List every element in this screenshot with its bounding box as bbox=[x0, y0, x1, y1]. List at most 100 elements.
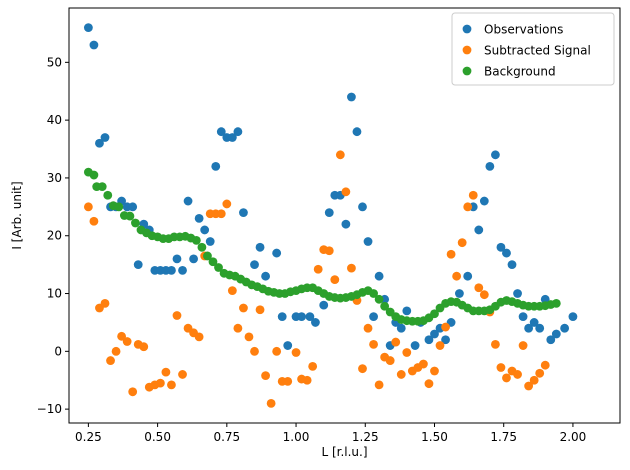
point-observations-23 bbox=[211, 161, 221, 171]
point-background-85 bbox=[551, 298, 561, 308]
point-observations-29 bbox=[250, 260, 259, 270]
x-axis-label: L [r.l.u.] bbox=[321, 445, 367, 459]
point-subtracted-signal-74 bbox=[496, 363, 506, 372]
y-tick-label: −10 bbox=[37, 402, 62, 416]
point-subtracted-signal-28 bbox=[239, 303, 248, 313]
point-subtracted-signal-41 bbox=[313, 264, 323, 274]
point-observations-73 bbox=[518, 312, 528, 322]
point-observations-72 bbox=[513, 289, 522, 298]
point-subtracted-signal-71 bbox=[479, 290, 489, 300]
point-subtracted-signal-49 bbox=[358, 364, 367, 374]
legend-label-subtracted-signal: Subtracted Signal bbox=[484, 44, 591, 58]
point-subtracted-signal-3 bbox=[100, 298, 110, 308]
point-background-24 bbox=[214, 263, 223, 272]
legend-marker-background bbox=[462, 66, 472, 76]
point-observations-77 bbox=[540, 294, 550, 304]
point-background-54 bbox=[380, 301, 390, 311]
point-subtracted-signal-39 bbox=[302, 375, 312, 385]
point-subtracted-signal-0 bbox=[83, 202, 93, 212]
point-observations-31 bbox=[261, 271, 270, 281]
point-background-53 bbox=[374, 294, 384, 304]
point-subtracted-signal-70 bbox=[474, 283, 484, 293]
point-observations-81 bbox=[568, 312, 578, 322]
point-subtracted-signal-66 bbox=[452, 271, 462, 281]
axes-frame bbox=[68, 7, 621, 424]
point-observations-48 bbox=[369, 312, 378, 322]
point-subtracted-signal-69 bbox=[468, 190, 478, 200]
point-subtracted-signal-6 bbox=[117, 331, 127, 341]
point-observations-76 bbox=[535, 323, 545, 333]
point-subtracted-signal-36 bbox=[283, 376, 293, 386]
point-subtracted-signal-37 bbox=[291, 348, 301, 357]
point-observations-47 bbox=[363, 237, 373, 246]
y-tick-label: 0 bbox=[54, 344, 62, 358]
point-subtracted-signal-67 bbox=[457, 238, 467, 248]
point-background-21 bbox=[197, 242, 207, 252]
point-observations-34 bbox=[283, 341, 293, 350]
point-subtracted-signal-17 bbox=[178, 370, 187, 379]
point-observations-58 bbox=[430, 329, 439, 339]
x-tick-label: 0.75 bbox=[213, 430, 240, 444]
legend-marker-observations bbox=[462, 24, 472, 34]
point-observations-80 bbox=[560, 323, 570, 333]
point-subtracted-signal-82 bbox=[540, 360, 550, 370]
y-tick-label: 50 bbox=[47, 55, 62, 69]
point-observations-70 bbox=[502, 248, 511, 258]
point-observations-57 bbox=[424, 335, 434, 345]
point-subtracted-signal-80 bbox=[529, 375, 539, 385]
point-subtracted-signal-33 bbox=[266, 398, 276, 408]
y-tick-label: 20 bbox=[47, 229, 62, 243]
legend-label-observations: Observations bbox=[484, 23, 563, 37]
point-subtracted-signal-30 bbox=[250, 346, 259, 356]
point-observations-49 bbox=[374, 271, 384, 281]
x-tick-label: 0.50 bbox=[144, 430, 171, 444]
point-observations-30 bbox=[255, 242, 265, 252]
point-subtracted-signal-68 bbox=[463, 202, 473, 212]
point-subtracted-signal-44 bbox=[330, 275, 340, 285]
point-observations-39 bbox=[319, 300, 329, 310]
point-subtracted-signal-14 bbox=[161, 367, 171, 377]
point-subtracted-signal-51 bbox=[369, 339, 378, 349]
point-subtracted-signal-10 bbox=[139, 342, 149, 352]
point-observations-32 bbox=[272, 248, 282, 258]
point-observations-62 bbox=[455, 289, 464, 298]
point-observations-15 bbox=[167, 266, 176, 275]
point-background-1 bbox=[89, 170, 99, 180]
point-subtracted-signal-45 bbox=[335, 150, 345, 160]
point-observations-43 bbox=[341, 219, 351, 229]
point-observations-63 bbox=[463, 271, 473, 281]
point-background-20 bbox=[191, 235, 201, 245]
point-subtracted-signal-5 bbox=[111, 346, 121, 356]
point-subtracted-signal-65 bbox=[446, 249, 456, 259]
point-observations-40 bbox=[324, 208, 334, 218]
point-observations-44 bbox=[347, 92, 356, 102]
point-background-6 bbox=[114, 202, 124, 212]
y-tick-label: 30 bbox=[47, 171, 62, 185]
point-subtracted-signal-34 bbox=[272, 346, 282, 356]
point-observations-66 bbox=[479, 196, 489, 206]
point-background-9 bbox=[131, 218, 140, 228]
point-observations-67 bbox=[485, 161, 495, 171]
point-subtracted-signal-40 bbox=[308, 361, 318, 371]
point-subtracted-signal-26 bbox=[227, 286, 237, 296]
point-subtracted-signal-79 bbox=[524, 381, 534, 391]
y-axis-label: I [Arb. unit] bbox=[10, 181, 24, 249]
series-background bbox=[83, 167, 561, 326]
y-tick-label: 40 bbox=[47, 113, 62, 127]
point-subtracted-signal-63 bbox=[435, 341, 445, 350]
point-observations-24 bbox=[216, 127, 226, 137]
point-subtracted-signal-13 bbox=[155, 378, 165, 388]
point-subtracted-signal-20 bbox=[194, 332, 204, 342]
point-subtracted-signal-47 bbox=[347, 263, 356, 273]
point-observations-69 bbox=[496, 242, 506, 252]
point-observations-60 bbox=[441, 335, 450, 345]
point-observations-20 bbox=[194, 213, 204, 223]
point-subtracted-signal-62 bbox=[430, 366, 439, 376]
point-observations-19 bbox=[189, 254, 198, 264]
x-tick-label: 0.25 bbox=[75, 430, 102, 444]
point-observations-46 bbox=[358, 202, 367, 212]
point-subtracted-signal-1 bbox=[89, 216, 99, 226]
point-observations-18 bbox=[183, 196, 193, 206]
point-observations-2 bbox=[95, 138, 104, 148]
point-subtracted-signal-27 bbox=[233, 323, 243, 333]
